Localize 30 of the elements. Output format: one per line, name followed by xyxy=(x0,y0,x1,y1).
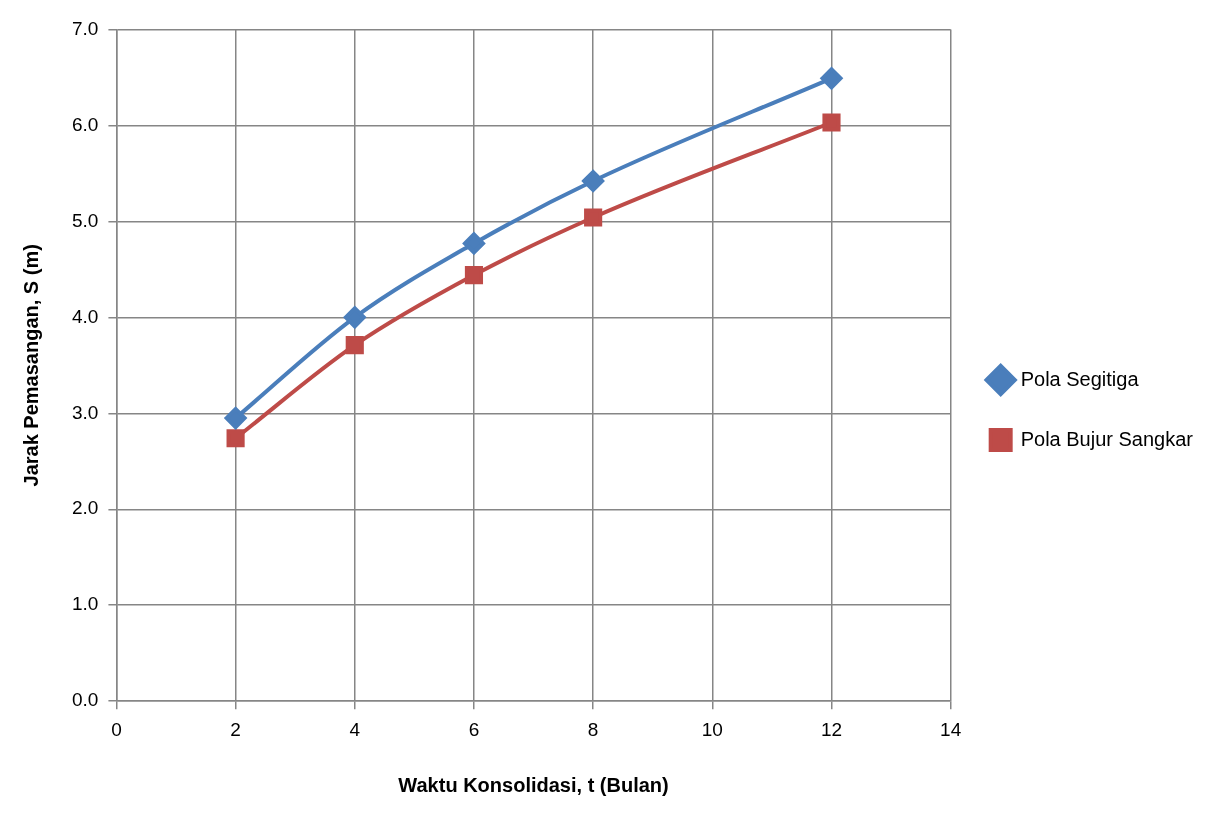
point xyxy=(464,266,484,285)
y-tick-label: 7.0 xyxy=(71,17,99,39)
legend-label: Pola Segitiga xyxy=(1020,367,1140,390)
y-tick-label: 6.0 xyxy=(71,113,99,135)
x-tick-label: 4 xyxy=(349,718,361,740)
y-tick-label: 4.0 xyxy=(71,305,99,327)
x-axis-title: Waktu Konsolidasi, t (Bulan) xyxy=(398,773,669,796)
y-tick-label: 2.0 xyxy=(71,497,99,519)
y-tick-label: 1.0 xyxy=(71,593,99,615)
x-tick-label: 10 xyxy=(701,718,723,740)
point xyxy=(822,113,841,132)
x-tick-label: 6 xyxy=(468,718,480,740)
y-axis-title: Jarak Pemasangan, S (m) xyxy=(19,244,42,487)
y-tick-label: 0.0 xyxy=(71,689,99,711)
x-tick-label: 0 xyxy=(111,718,122,740)
y-tick-label: 5.0 xyxy=(71,209,99,231)
legend-label: Pola Bujur Sangkar xyxy=(1020,427,1194,450)
point xyxy=(343,306,366,329)
point xyxy=(582,170,605,193)
x-tick-label: 8 xyxy=(587,718,599,740)
y-tick-label: 3.0 xyxy=(71,401,99,423)
point xyxy=(224,407,247,430)
point xyxy=(462,232,485,255)
point xyxy=(584,208,603,227)
x-tick-label: 14 xyxy=(940,718,962,740)
point xyxy=(226,429,245,448)
point xyxy=(345,336,364,355)
point xyxy=(820,67,843,90)
x-tick-label: 2 xyxy=(230,718,241,740)
x-tick-label: 12 xyxy=(820,718,843,740)
